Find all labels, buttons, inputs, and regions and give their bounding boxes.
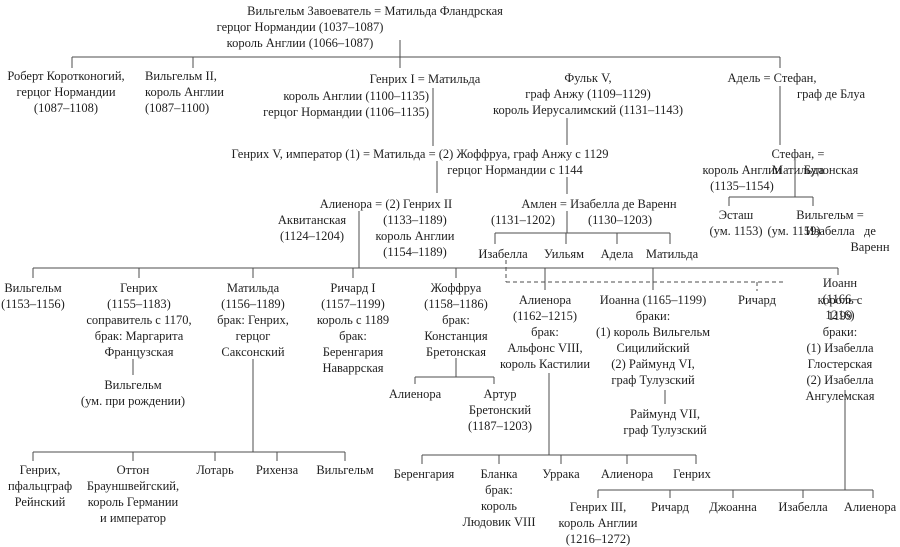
node-king-stephen-titles: король Англии (1135–1154) — [702, 163, 782, 193]
node-isabella-john-child: Изабелла — [778, 500, 828, 514]
node-hamelin-child-matilda: Матильда — [645, 247, 699, 261]
node-isabella-de-warenne: де Варенн — [850, 224, 890, 254]
node-william-died-at-birth: Вильгельм (ум. при рождении) — [80, 378, 186, 408]
node-hamelin-child-adela: Адела — [600, 247, 634, 261]
node-william-saxony: Вильгельм — [316, 463, 374, 477]
illegitimate-union-dashed-line — [505, 260, 786, 291]
node-henry-young-king: Генрих (1155–1183) соправитель с 1170, б… — [86, 281, 192, 359]
node-matilda-marriages-line: Генрих V, император (1) = Матильда = (2)… — [231, 147, 609, 161]
node-berengaria-castile: Беренгария — [393, 467, 455, 481]
node-stephen-blois-title: граф де Блуа — [796, 87, 866, 101]
node-henry-i-titles: король Англии (1100–1135) герцог Норманд… — [263, 89, 429, 119]
node-richard-i: Ричард I (1157–1199) король с 1189 брак:… — [316, 281, 390, 375]
node-king-john-details: король с 1199 браки: (1) Изабелла Глосте… — [805, 293, 875, 403]
node-hamelin-child-isabella: Изабелла — [478, 247, 528, 261]
node-matilda-boulogne: Булонская — [803, 163, 859, 177]
node-hamelin-dates: (1131–1202) — [490, 213, 556, 227]
node-adela-stephen-couple: Адель = Стефан, — [727, 71, 817, 85]
connectors-generation-1 — [71, 40, 781, 68]
node-eleanor-john-child: Алиенора — [843, 500, 897, 514]
node-joan: Джоанна — [709, 500, 757, 514]
node-urraca: Уррака — [542, 467, 580, 481]
node-blanche-castile: Бланка брак: король Людовик VIII — [462, 467, 536, 529]
node-eleanor-henry-ii-couple: Алиенора = (2) Генрих II — [319, 197, 453, 211]
connectors-generation-6 — [32, 358, 874, 498]
node-raymond-vii: Раймунд VII, граф Тулузский — [623, 407, 707, 437]
node-henry-palatine: Генрих, пфальцграф Рейнский — [7, 463, 73, 509]
node-lothar: Лотарь — [196, 463, 234, 477]
node-eleanor-aquitaine: Аквитанская (1124–1204) — [277, 213, 347, 243]
node-joanna: Иоанна (1165–1199) браки: (1) король Вил… — [595, 293, 711, 387]
node-william-ii: Вильгельм II, король Англии (1087–1100) — [145, 69, 224, 115]
node-fulk-v: Фульк V, граф Анжу (1109–1129) король Ие… — [493, 71, 683, 117]
node-hamelin-couple: Амлен = Изабелла де Варенн — [521, 197, 677, 211]
node-hamelin-child-william: Уильям — [543, 247, 585, 261]
node-richard-cornwall: Ричард — [651, 500, 689, 514]
node-eustace: Эсташ (ум. 1153) — [709, 208, 763, 238]
node-william-warenne-couple: Вильгельм = Изабелла — [796, 208, 864, 238]
node-king-john: Иоанн (1166–1216) — [822, 276, 858, 322]
node-richard-illegitimate: Ричард — [738, 293, 776, 307]
node-geoffrey-title: герцог Нормандии с 1144 — [447, 163, 583, 177]
node-matilda-saxony: Матильда (1156–1189) брак: Генрих, герцо… — [217, 281, 289, 359]
node-henry-i-couple: Генрих I = Матильда — [369, 72, 481, 86]
node-henry-ii-titles: (1133–1189) король Англии (1154–1189) — [375, 213, 455, 259]
node-otto-brunswick: Оттон Брауншвейгский, король Германии и … — [86, 463, 180, 525]
node-arthur-of-brittany: Артур Бретонский (1187–1203) — [467, 387, 533, 433]
node-henry-castile: Генрих — [673, 467, 711, 481]
connectors-generation-3 — [436, 161, 814, 206]
connectors-generation-2 — [432, 86, 781, 146]
node-henry-iii: Генрих III, король Англии (1216–1272) — [558, 500, 638, 546]
connectors-generation-4 — [358, 211, 671, 268]
connectors-generation-5 — [32, 267, 839, 290]
node-geoffrey-brittany: Жоффруа (1158–1186) брак: Констанция Бре… — [424, 281, 488, 359]
node-eleanor-of-brittany: Алиенора — [388, 387, 442, 401]
node-william-conqueror-couple: Вильгельм Завоеватель = Матильда Фландрс… — [247, 4, 503, 18]
node-robert-curthose: Роберт Коротконогий, герцог Нормандии (1… — [7, 69, 125, 115]
node-richenza: Рихенза — [255, 463, 299, 477]
node-william-conqueror-titles: герцог Нормандии (1037–1087) король Англ… — [216, 20, 384, 50]
node-eleanor-castile-child: Алиенора — [600, 467, 654, 481]
node-eleanor-castile: Алиенора (1162–1215) брак: Альфонс VIII,… — [499, 293, 591, 371]
node-william-warenne-dates: (ум. 1159) — [767, 224, 821, 238]
node-isabella-warenne-dates: (1130–1203) — [587, 213, 653, 227]
node-king-stephen-couple: Стефан, = Матильда — [771, 147, 825, 177]
node-william-1153: Вильгельм (1153–1156) — [1, 281, 65, 311]
